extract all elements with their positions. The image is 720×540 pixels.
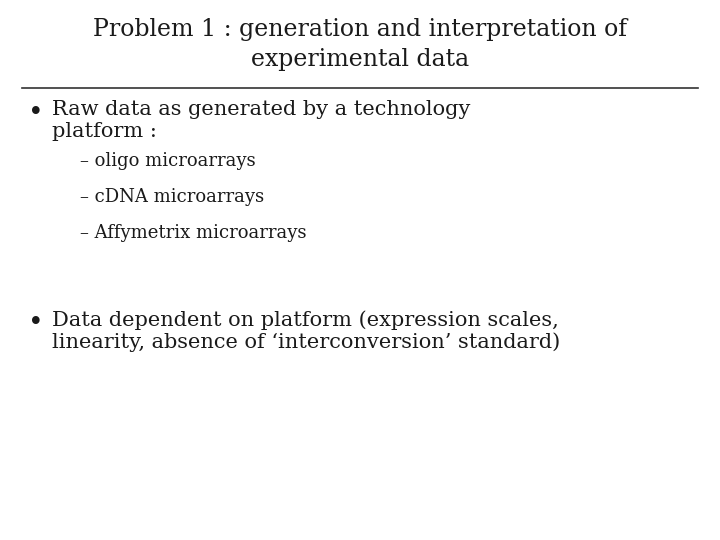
Text: – cDNA microarrays: – cDNA microarrays (80, 188, 264, 206)
Text: platform :: platform : (52, 122, 157, 141)
Text: Raw data as generated by a technology: Raw data as generated by a technology (52, 100, 470, 119)
Text: Problem 1 : generation and interpretation of: Problem 1 : generation and interpretatio… (93, 18, 627, 41)
Text: experimental data: experimental data (251, 48, 469, 71)
Text: •: • (28, 310, 44, 335)
Text: Data dependent on platform (expression scales,: Data dependent on platform (expression s… (52, 310, 559, 330)
Text: – Affymetrix microarrays: – Affymetrix microarrays (80, 224, 307, 242)
Text: linearity, absence of ‘interconversion’ standard): linearity, absence of ‘interconversion’ … (52, 332, 560, 352)
Text: – oligo microarrays: – oligo microarrays (80, 152, 256, 170)
Text: •: • (28, 100, 44, 125)
